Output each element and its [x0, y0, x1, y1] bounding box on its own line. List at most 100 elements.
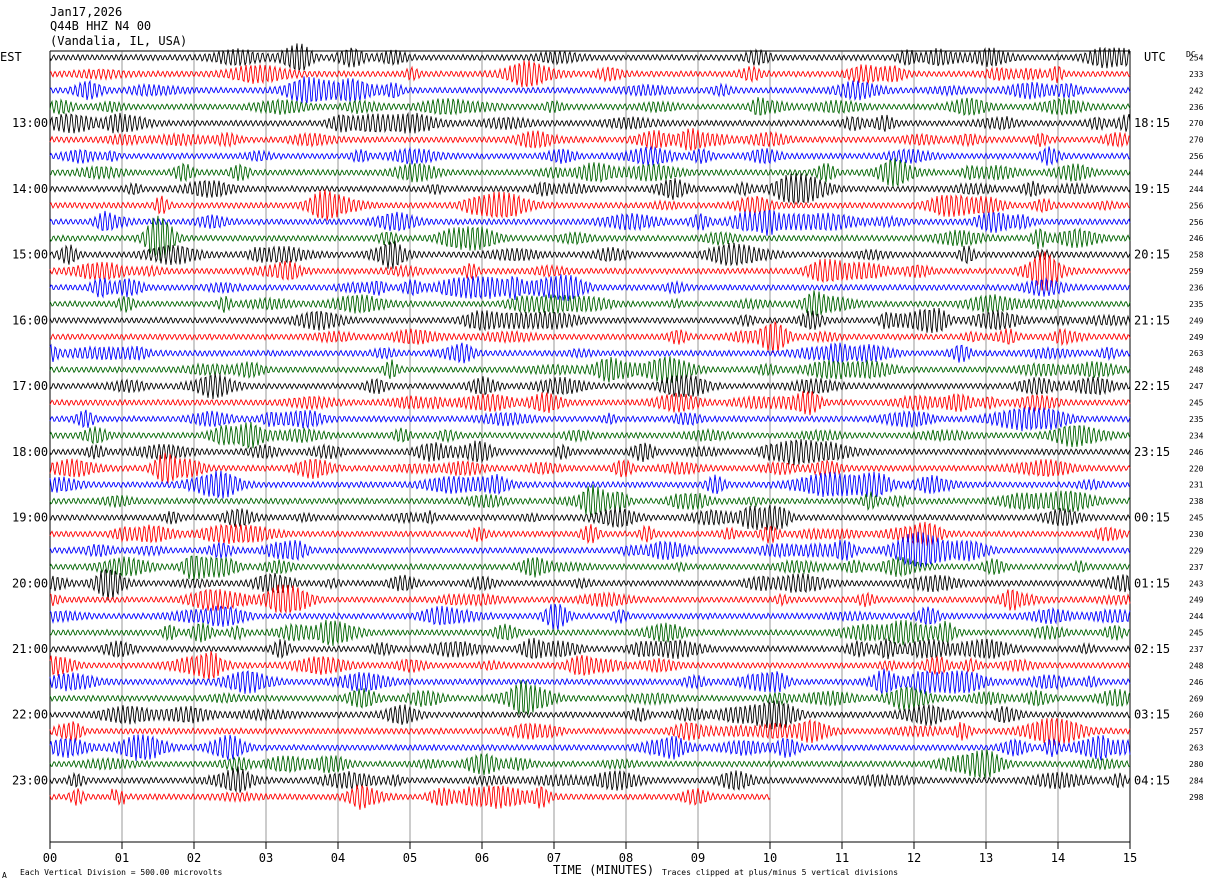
left-hour-label: 14:00 [12, 182, 48, 196]
trace-line [49, 146, 1131, 166]
x-axis-ticks: 00 01 02 03 04 05 06 07 08 09 10 11 12 13 14 15 [43, 842, 1137, 865]
dc-value: 249 [1189, 316, 1204, 325]
trace-line [49, 60, 1131, 88]
trace-line [49, 555, 1131, 581]
trace-line [49, 157, 1131, 188]
x-tick-label-03: 03 [259, 851, 273, 865]
trace-line [49, 342, 1131, 364]
left-hour-label: 23:00 [12, 773, 48, 787]
dc-value: 259 [1189, 267, 1204, 276]
x-tick-label-07: 07 [547, 851, 561, 865]
dc-value: 234 [1189, 431, 1204, 440]
trace-line [49, 290, 1131, 318]
left-hour-label: 16:00 [12, 313, 48, 327]
x-tick-label-11: 11 [835, 851, 849, 865]
dc-value: 235 [1189, 300, 1204, 309]
right-hour-label: 00:15 [1134, 511, 1170, 525]
seismic-traces [49, 43, 1131, 810]
dc-value: 249 [1189, 596, 1204, 605]
dc-value: 244 [1189, 169, 1204, 178]
trace-line [49, 619, 1131, 646]
x-tick-label-06: 06 [475, 851, 489, 865]
trace-line [49, 356, 1131, 384]
trace-line [49, 470, 1131, 499]
dc-value: 237 [1189, 563, 1204, 572]
trace-line [49, 584, 1131, 614]
right-hour-label: 23:15 [1134, 445, 1170, 459]
x-tick-label-14: 14 [1051, 851, 1065, 865]
trace-line [49, 189, 1131, 221]
right-hour-labels: 18:15 19:15 20:15 21:15 22:15 23:15 00:15 01:15… [1134, 116, 1170, 787]
dc-value: 220 [1189, 464, 1204, 473]
clip-note: Traces clipped at plus/minus 5 vertical … [662, 868, 898, 877]
x-tick-label-00: 00 [43, 851, 57, 865]
dc-value: 284 [1189, 776, 1204, 785]
x-tick-label-04: 04 [331, 851, 345, 865]
dc-value: 247 [1189, 382, 1204, 391]
trace-line [49, 407, 1131, 432]
trace-line [49, 76, 1131, 104]
trace-line [49, 96, 1131, 117]
trace-line [49, 391, 1131, 416]
left-hour-label: 13:00 [12, 116, 48, 130]
dc-value: 229 [1189, 546, 1204, 555]
dc-value: 248 [1189, 661, 1204, 670]
dc-value: 248 [1189, 366, 1204, 375]
dc-column-label: DC [1186, 50, 1196, 59]
left-hour-label: 18:00 [12, 445, 48, 459]
dc-value: 298 [1189, 793, 1204, 802]
station-code: Q44B HHZ N4 00 [50, 19, 151, 33]
dc-value: 236 [1189, 103, 1204, 112]
dc-value: 230 [1189, 530, 1204, 539]
x-tick-label-08: 08 [619, 851, 633, 865]
left-hour-label: 17:00 [12, 379, 48, 393]
right-hour-label: 01:15 [1134, 576, 1170, 590]
dc-value: 244 [1189, 612, 1204, 621]
x-axis-title: TIME (MINUTES) [553, 863, 654, 877]
dc-value: 257 [1189, 727, 1204, 736]
x-tick-label-02: 02 [187, 851, 201, 865]
trace-line [49, 274, 1131, 302]
trace-line [49, 307, 1131, 334]
trace-line [49, 785, 771, 810]
left-hour-label: 22:00 [12, 708, 48, 722]
dc-value: 260 [1189, 711, 1204, 720]
dc-value: 245 [1189, 514, 1204, 523]
dc-value: 244 [1189, 185, 1204, 194]
trace-line [49, 173, 1131, 205]
trace-line [49, 112, 1131, 134]
trace-line [50, 321, 1131, 353]
station-location: (Vandalia, IL, USA) [50, 34, 187, 48]
x-tick-label-05: 05 [403, 851, 417, 865]
trace-line [49, 43, 1131, 72]
trace-line [49, 521, 1131, 546]
dc-value: 256 [1189, 218, 1204, 227]
right-hour-label: 20:15 [1134, 248, 1170, 262]
x-tick-label-15: 15 [1123, 851, 1137, 865]
trace-line [49, 484, 1131, 517]
dc-value: 270 [1189, 119, 1204, 128]
trace-line [49, 215, 1131, 261]
trace-line [49, 128, 1131, 151]
trace-line [49, 251, 1131, 291]
right-timezone-label: UTC [1144, 50, 1166, 64]
left-hour-label: 20:00 [12, 576, 48, 590]
dc-value: 238 [1189, 497, 1204, 506]
dc-value: 243 [1189, 579, 1204, 588]
trace-line [49, 749, 1131, 779]
trace-line [49, 373, 1131, 400]
scale-note: Each Vertical Division = 500.00 microvol… [20, 868, 222, 877]
right-hour-label: 03:15 [1134, 708, 1170, 722]
trace-line [49, 718, 1131, 746]
dc-value: 236 [1189, 284, 1204, 293]
trace-line [49, 668, 1131, 695]
left-hour-label: 15:00 [12, 248, 48, 262]
left-timezone-label: EST [0, 50, 22, 64]
corner-mark: A [2, 871, 7, 880]
dc-value: 246 [1189, 678, 1204, 687]
trace-line [49, 422, 1131, 450]
right-hour-label: 18:15 [1134, 116, 1170, 130]
left-hour-label: 21:00 [12, 642, 48, 656]
plot-date: Jan17,2026 [50, 5, 122, 19]
